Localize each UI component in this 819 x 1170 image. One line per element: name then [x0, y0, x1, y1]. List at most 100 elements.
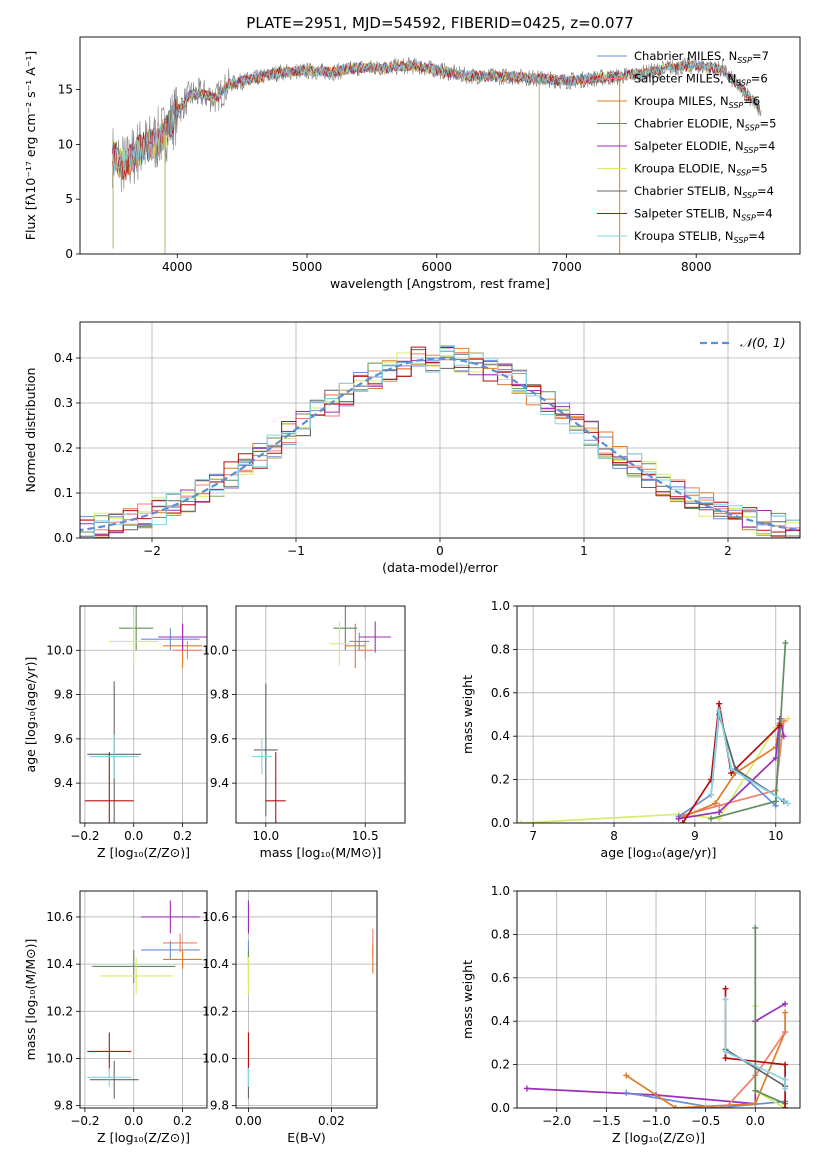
grid-lines	[236, 606, 405, 823]
legend-entry: Chabrier MILES, NSSP=7	[634, 49, 769, 65]
axes-frame	[79, 890, 208, 1109]
axes-frame	[235, 890, 378, 1109]
data-point	[158, 623, 207, 651]
x-axis-label: mass [log₁₀(M/M⊙)]	[260, 845, 382, 860]
legend-entry: 𝒩(0, 1)	[740, 335, 786, 350]
weight-marker	[784, 800, 791, 807]
x-axis-label: wavelength [Angstrom, rest frame]	[330, 276, 550, 291]
legend-subscript: SSP	[737, 56, 752, 65]
weight-marker	[623, 1072, 630, 1079]
weight-marker	[623, 1089, 630, 1096]
y-tick-label: 0.0	[491, 1101, 510, 1115]
data-point	[333, 606, 358, 651]
y-tick-label: 9.6	[210, 732, 229, 746]
weight-marker	[708, 791, 715, 798]
y-tick-label: 5	[65, 192, 73, 206]
data-point	[253, 683, 278, 817]
legend-text: Chabrier ELODIE, N	[634, 117, 745, 131]
weight-marker	[784, 715, 791, 722]
x-tick-label: 10	[768, 829, 783, 843]
y-tick-label: 10.0	[46, 1051, 73, 1065]
plot-area	[87, 900, 203, 1099]
legend-entry: Salpeter ELODIE, NSSP=4	[634, 139, 775, 155]
data-point	[265, 752, 286, 823]
axes-frame	[79, 605, 208, 824]
plot-area	[518, 639, 791, 823]
weight-series	[710, 710, 789, 805]
x-axis-label: E(B-V)	[287, 1130, 326, 1145]
x-tick-label: 0	[436, 544, 444, 558]
grid-lines	[236, 891, 377, 1108]
y-tick-label: 10.0	[202, 1051, 229, 1065]
y-tick-label: 0.4	[491, 1014, 510, 1028]
legend: Chabrier MILES, NSSP=7 Salpeter MILES, NS…	[597, 49, 776, 245]
y-tick-label: 9.4	[54, 776, 73, 790]
axes-frame	[516, 890, 801, 1109]
legend-subscript: SSP	[729, 101, 744, 110]
y-tick-label: 0.4	[491, 729, 510, 743]
legend-text: Salpeter ELODIE, N	[634, 139, 744, 153]
data-point	[87, 1067, 132, 1087]
weight-marker	[782, 1000, 789, 1007]
legend-count: =4	[756, 207, 773, 221]
legend-count: =5	[751, 162, 768, 176]
x-axis-label: Z [log₁₀(Z/Z⊙)]	[97, 845, 190, 860]
weight-marker	[708, 815, 715, 822]
weight-marker	[672, 1105, 679, 1108]
axes-age_vs_Z: −0.2 0.0 0.2 9.4 9.6 9.8 10.0 Z [log₁₀(Z/Z⊙)] ag…	[23, 605, 208, 860]
y-tick-label: 0.0	[491, 816, 510, 830]
legend-entry: Salpeter STELIB, NSSP=4	[634, 207, 773, 223]
legend-entry: Kroupa ELODIE, NSSP=5	[634, 162, 768, 178]
x-tick-label: 6000	[421, 260, 452, 274]
y-axis-label: mass [log₁₀(M/M⊙)]	[23, 939, 38, 1061]
y-tick-label: 10.4	[202, 957, 229, 971]
x-tick-label: −0.5	[691, 1114, 720, 1128]
y-tick-label: 0	[65, 247, 73, 261]
axes-frame	[516, 605, 801, 824]
data-point	[99, 957, 173, 995]
y-tick-label: 0.3	[54, 396, 73, 410]
x-axis-label: (data-model)/error	[382, 560, 499, 575]
x-tick-label: −1	[287, 544, 305, 558]
y-tick-label: 10.2	[46, 1004, 73, 1018]
x-tick-label: −1.5	[592, 1114, 621, 1128]
weight-series	[724, 999, 786, 1089]
legend-text: Kroupa MILES, N	[634, 94, 729, 108]
weight-series	[626, 1091, 786, 1108]
weight-marker	[776, 722, 783, 729]
weight-marker	[518, 820, 525, 823]
data-point	[345, 623, 366, 668]
plot-area	[247, 900, 374, 1099]
x-tick-label: 0.2	[173, 1114, 192, 1128]
grid-lines	[80, 606, 207, 823]
y-tick-label: 15	[58, 83, 73, 97]
x-tick-label: −0.2	[70, 829, 99, 843]
y-tick-label: 9.8	[54, 1099, 73, 1113]
axes-age_vs_mass: 10.0 10.5 9.4 9.6 9.8 10.0 mass [log₁₀(M/M⊙)]	[202, 605, 406, 860]
axes-weight_vs_age: 7 8 9 10 0.0 0.2 0.4 0.6 0.8 1.0 age [log₁₀(age/yr…	[460, 599, 801, 860]
weight-marker	[716, 809, 723, 816]
y-tick-label: 10.6	[46, 910, 73, 924]
plot-area	[112, 57, 762, 254]
legend-count: =5	[760, 117, 777, 131]
data-point	[141, 900, 200, 934]
weight-marker	[752, 924, 759, 931]
y-tick-label: 10.2	[202, 1004, 229, 1018]
legend-entry: Kroupa STELIB, NSSP=4	[634, 229, 765, 245]
y-tick-label: 0.8	[491, 642, 510, 656]
x-tick-label: 0.2	[173, 829, 192, 843]
data-point	[89, 1060, 139, 1099]
weight-marker	[782, 1061, 789, 1068]
weight-marker	[782, 1029, 789, 1036]
weight-marker	[679, 820, 686, 823]
grid-lines	[517, 605, 800, 824]
data-point	[119, 606, 154, 651]
y-tick-label: 9.8	[210, 1099, 229, 1113]
axes-spectrum: 4000 5000 6000 7000 8000 0 5 10 15 wavelength [An…	[23, 36, 801, 291]
weight-marker	[722, 1105, 729, 1108]
legend-entry: Salpeter MILES, NSSP=6	[634, 72, 768, 88]
x-tick-label: 7000	[551, 260, 582, 274]
x-tick-label: 10.5	[352, 829, 379, 843]
weight-marker	[722, 996, 729, 1003]
